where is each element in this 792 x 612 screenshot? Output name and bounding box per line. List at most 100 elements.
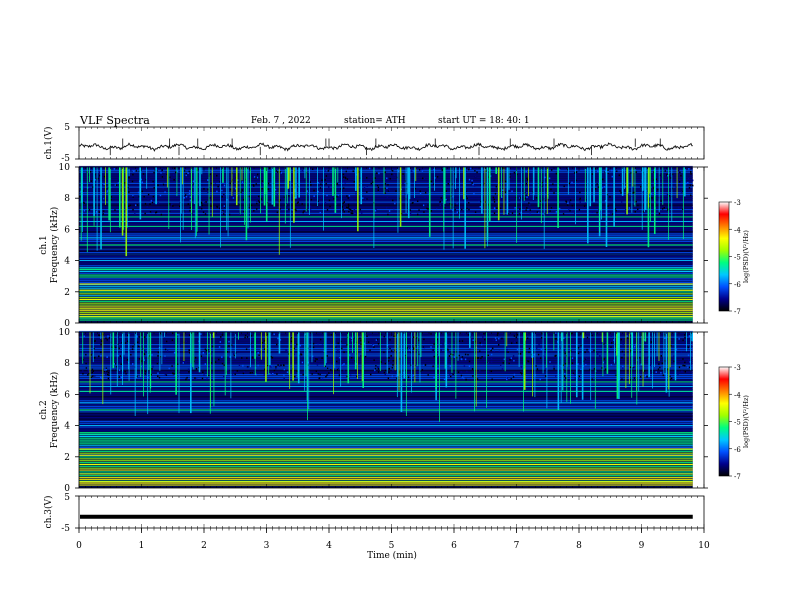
spectro-cell — [291, 193, 293, 196]
spectro-cell — [442, 344, 444, 346]
spectro-cell — [301, 170, 304, 172]
spectro-cell — [389, 177, 391, 180]
spectro-cell — [416, 337, 418, 339]
spectro-cell — [236, 370, 239, 372]
colorbar-tick-label: -5 — [734, 419, 741, 427]
spectro-cell — [204, 363, 207, 365]
spectro-cell — [151, 200, 154, 202]
spectro-cell — [555, 337, 558, 340]
spectro-cell — [117, 354, 119, 357]
spectro-cell — [240, 191, 242, 193]
spectro-cell — [543, 356, 546, 358]
spectro-cell — [161, 184, 163, 186]
spectro-cell — [286, 371, 289, 374]
spectro-band — [79, 291, 693, 293]
spectro-cell — [152, 370, 154, 373]
spectro-cell — [410, 170, 413, 172]
spectro-cell — [515, 336, 517, 339]
spectro-cell — [205, 349, 208, 352]
spectro-cell — [173, 373, 175, 375]
spectro-cell — [251, 371, 253, 374]
spectro-cell — [410, 351, 412, 354]
spectro-cell — [555, 354, 557, 357]
spectro-cell — [95, 211, 98, 213]
spectro-cell — [372, 343, 374, 345]
spectro-cell — [521, 170, 523, 173]
spectro-cell — [279, 199, 281, 201]
spectro-cell — [544, 176, 546, 179]
spectro-cell — [384, 362, 387, 365]
spectro-cell — [548, 188, 550, 190]
spectro-cell — [602, 178, 604, 181]
spectro-cell — [94, 173, 96, 176]
spectro-cell — [439, 202, 442, 204]
spectro-cell — [667, 209, 669, 211]
spectro-cell — [541, 332, 543, 335]
spectro-band — [79, 345, 693, 348]
spectro-cell — [137, 345, 140, 348]
spectro-cell — [387, 360, 390, 362]
spectro-cell — [119, 355, 122, 358]
spectro-cell — [306, 208, 308, 211]
spectro-cell — [269, 373, 271, 375]
spectro-cell — [182, 362, 185, 364]
spectro-cell — [328, 199, 331, 202]
spectro-cell — [275, 366, 277, 368]
spectro-cell — [147, 354, 149, 356]
spectro-cell — [155, 203, 158, 206]
spectro-cell — [325, 183, 327, 185]
spectro-cell — [97, 177, 99, 180]
spectro-cell — [372, 344, 375, 347]
spectro-band — [79, 177, 693, 179]
spectro-cell — [340, 207, 342, 210]
spectro-cell — [424, 364, 427, 366]
spectro-cell — [526, 177, 528, 180]
spectro-cell — [439, 200, 442, 203]
spectro-band — [79, 233, 693, 235]
spectro-cell — [358, 171, 360, 173]
spectro-cell — [490, 349, 492, 352]
spectro-cell — [119, 340, 122, 343]
spectro-cell — [446, 181, 449, 184]
colorbar-label: log(PSD)(V²/Hz) — [742, 230, 750, 283]
spectro-cell — [133, 170, 135, 173]
spectro-cell — [412, 201, 414, 204]
spectro-cell — [145, 372, 148, 375]
spectro-cell — [388, 210, 391, 212]
spectro-cell — [345, 170, 347, 173]
spectro-cell — [525, 209, 527, 211]
spectro-cell — [468, 202, 470, 204]
spectro-cell — [328, 186, 330, 189]
spectro-cell — [222, 209, 224, 212]
spectro-cell — [324, 358, 326, 361]
spectro-cell — [385, 179, 387, 181]
spectro-cell — [615, 209, 617, 212]
spectro-cell — [149, 203, 151, 205]
spectro-band — [79, 364, 693, 366]
spectro-cell — [559, 347, 562, 350]
spectro-cell — [286, 350, 288, 352]
spectro-band — [79, 465, 693, 467]
spectro-cell — [563, 185, 565, 188]
spectro-cell — [649, 206, 651, 209]
spectro-cell — [169, 202, 171, 205]
spectro-cell — [320, 202, 322, 205]
spectro-cell — [548, 177, 551, 180]
spectro-cell — [274, 188, 277, 191]
spectro-cell — [138, 170, 141, 173]
spectro-cell — [503, 358, 506, 361]
spectro-cell — [309, 209, 312, 211]
spectro-cell — [682, 339, 684, 342]
spectro-cell — [98, 211, 101, 213]
spectro-cell — [553, 365, 555, 368]
spectro-cell — [601, 367, 603, 369]
spectro-cell — [559, 357, 562, 360]
spectro-cell — [94, 375, 96, 377]
spectro-band — [79, 186, 693, 188]
spectro-cell — [373, 359, 375, 361]
spectro-band — [79, 188, 693, 190]
spectro-cell — [88, 209, 91, 211]
spectro-cell — [257, 361, 259, 364]
spectro-band — [79, 351, 693, 353]
spectro-cell — [245, 348, 248, 351]
